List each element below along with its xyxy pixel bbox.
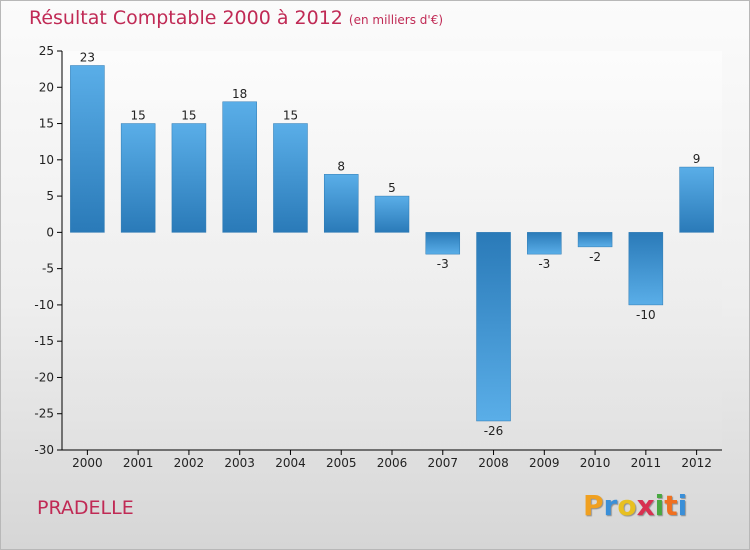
x-tick-label: 2000 xyxy=(72,456,103,470)
bar-2011 xyxy=(628,232,664,306)
y-tick-label: -25 xyxy=(34,407,54,421)
y-tick-label: -15 xyxy=(34,334,54,348)
data-label-2006: 5 xyxy=(388,181,396,195)
y-tick-label: 0 xyxy=(46,225,54,239)
y-axis: 25 20 15 10 5 0 -5 -10 -15 -20 -25 -30 xyxy=(34,44,63,457)
data-label-2000: 23 xyxy=(80,51,95,65)
y-tick-label: -5 xyxy=(42,262,54,276)
bar-2003 xyxy=(222,101,257,233)
x-tick-label: 2003 xyxy=(224,456,255,470)
y-tick-label: 10 xyxy=(39,153,54,167)
data-label-2004: 15 xyxy=(283,109,298,123)
x-tick-label: 2011 xyxy=(631,456,662,470)
x-tick-label: 2012 xyxy=(681,456,712,470)
y-tick-label: -10 xyxy=(34,298,54,312)
data-labels: 23 15 15 18 15 8 5 -3 -26 -3 -2 -10 9 xyxy=(80,51,701,438)
x-tick-label: 2001 xyxy=(123,456,154,470)
data-label-2002: 15 xyxy=(181,109,196,123)
x-tick-label: 2005 xyxy=(326,456,357,470)
logo-letter: t xyxy=(664,489,678,522)
bar-2005 xyxy=(323,174,359,233)
y-tick-label: -30 xyxy=(34,443,54,457)
y-tick-label: -20 xyxy=(34,370,54,384)
x-tick-label: 2006 xyxy=(377,456,408,470)
data-label-2007: -3 xyxy=(437,257,449,271)
bars xyxy=(70,65,714,422)
data-label-2011: -10 xyxy=(636,308,656,322)
x-tick-label: 2008 xyxy=(478,456,509,470)
proxiti-logo: Proxiti xyxy=(583,489,687,522)
data-label-2003: 18 xyxy=(232,87,247,101)
y-tick-label: 25 xyxy=(39,44,54,58)
data-label-2009: -3 xyxy=(538,257,550,271)
chart-title: Résultat Comptable 2000 à 2012 (en millie… xyxy=(29,7,443,29)
x-axis: 2000 2001 2002 2003 2004 2005 2006 2007 2008 2009… xyxy=(62,449,722,470)
bar-2012 xyxy=(679,166,714,233)
bar-2009 xyxy=(527,232,562,255)
data-label-2010: -2 xyxy=(589,250,601,264)
bar-2001 xyxy=(120,123,156,233)
logo-letter: x xyxy=(636,489,655,522)
x-tick-label: 2010 xyxy=(580,456,611,470)
data-label-2005: 8 xyxy=(337,159,345,173)
x-tick-label: 2004 xyxy=(275,456,306,470)
bar-2006 xyxy=(374,195,410,233)
logo-letter: i xyxy=(677,489,688,522)
chart-title-text: Résultat Comptable 2000 à 2012 xyxy=(29,7,343,29)
x-tick-label: 2009 xyxy=(529,456,560,470)
bar-2008 xyxy=(476,232,511,422)
x-tick-label: 2002 xyxy=(174,456,205,470)
bar-2000 xyxy=(70,65,105,233)
data-label-2008: -26 xyxy=(484,424,504,438)
logo-letter: r xyxy=(603,489,618,522)
plot-area xyxy=(62,51,722,450)
place-name: PRADELLE xyxy=(37,497,134,519)
bar-2010 xyxy=(577,232,613,248)
data-label-2001: 15 xyxy=(131,109,146,123)
bar-2002 xyxy=(171,123,207,233)
bar-2004 xyxy=(273,123,308,233)
data-label-2012: 9 xyxy=(693,152,701,166)
y-tick-label: 20 xyxy=(39,80,54,94)
x-tick-label: 2007 xyxy=(427,456,458,470)
y-tick-label: 5 xyxy=(46,189,54,203)
y-tick-label: 15 xyxy=(39,117,54,131)
logo-letter: P xyxy=(583,489,604,522)
logo-letter: o xyxy=(617,489,637,522)
logo-letter: i xyxy=(654,489,665,522)
chart-subtitle: (en milliers d'€) xyxy=(348,13,444,27)
bar-2007 xyxy=(425,232,461,255)
